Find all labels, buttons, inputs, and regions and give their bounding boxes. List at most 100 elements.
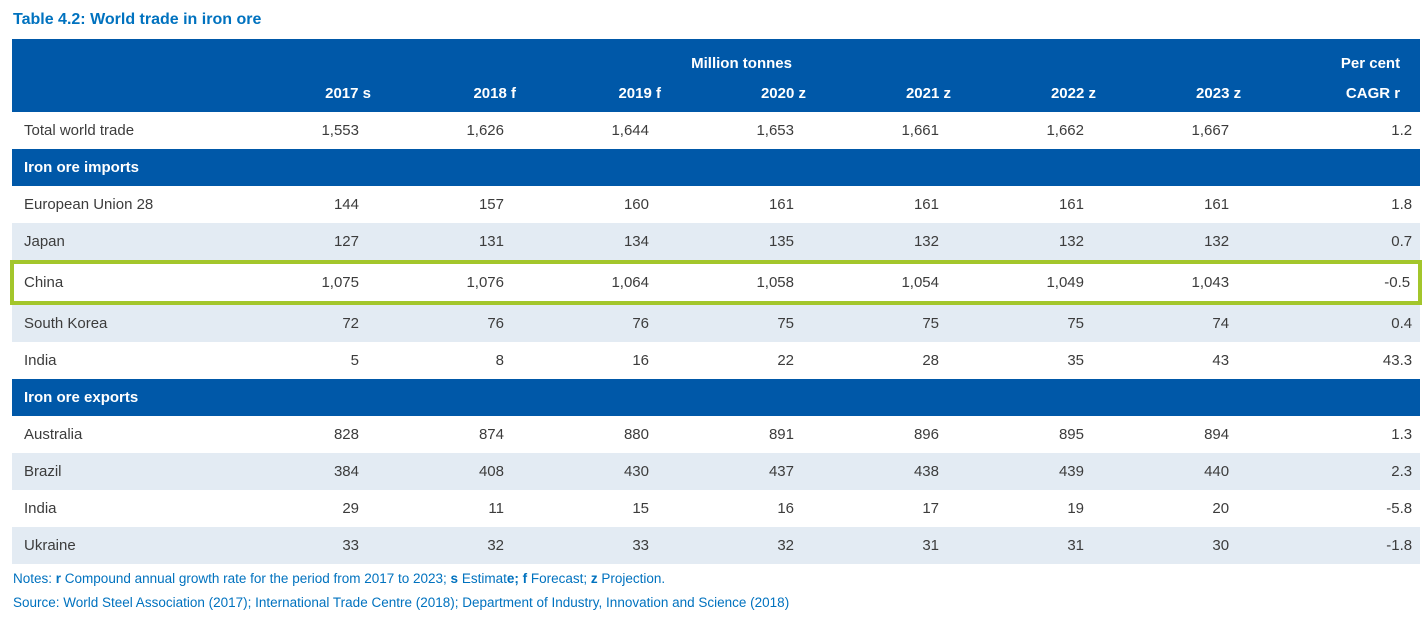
year-value: 430	[524, 453, 669, 490]
year-value: 11	[488, 500, 504, 517]
year-value: 75	[814, 303, 959, 342]
section-header-row: Iron ore exports	[12, 379, 1421, 416]
year-value: 72	[234, 303, 379, 342]
year-value: 29	[342, 500, 359, 517]
table-body: Total world trade 1,553 1,626 1,644 1,653 1,6…	[10, 112, 1423, 564]
row-label: India	[24, 352, 57, 369]
col-header-2022: 2022 z	[959, 74, 1104, 112]
notes-segment: z	[590, 571, 598, 586]
year-value: 1,626	[466, 122, 504, 139]
header-spacer	[12, 74, 234, 112]
cagr-value: -0.5	[1249, 260, 1423, 305]
year-value: 880	[623, 426, 649, 443]
table-row: Japan 127 131 134 135 132 132 132 0.7	[12, 223, 1421, 262]
year-value: 31	[959, 527, 1104, 564]
row-label: India	[24, 500, 57, 517]
year-value: 5	[350, 352, 359, 369]
year-value: 1,064	[524, 260, 669, 305]
year-value: 438	[814, 453, 959, 490]
year-value: 874	[478, 426, 504, 443]
row-label: European Union 28	[24, 196, 154, 213]
table-row: India 5 8 16 22 28 35 43 43.3	[12, 342, 1420, 379]
year-value: 30	[1104, 527, 1250, 564]
iron-ore-trade-table: Million tonnes Per cent 2017 s 2018 f 20…	[10, 39, 1423, 564]
col-header-2017: 2017 s	[234, 74, 379, 112]
year-value: 408	[379, 453, 524, 490]
year-value: 43	[1212, 352, 1230, 369]
year-value: 891	[768, 426, 794, 443]
unit-header: Million tonnes	[234, 39, 1250, 74]
table-row: South Korea 72 76 76 75 75 75 74 0.4	[12, 303, 1421, 342]
year-value: 32	[379, 527, 524, 564]
unit-header-row: Million tonnes Per cent	[12, 39, 1421, 74]
row-label: Ukraine	[12, 527, 234, 564]
notes-segment: r	[55, 571, 62, 586]
col-header-2018: 2018 f	[379, 74, 524, 112]
notes-segment: Compound annual growth rate for the peri…	[61, 571, 451, 586]
cagr-value: 43.3	[1382, 352, 1413, 369]
year-value: 161	[768, 196, 794, 213]
table-row: India 29 11 15 16 17 19 20 -5.8	[12, 490, 1420, 527]
year-value: 76	[524, 303, 669, 342]
col-header-2020: 2020 z	[669, 74, 814, 112]
year-value: 33	[524, 527, 669, 564]
notes-segment: s	[450, 571, 459, 586]
table-row: Brazil 384 408 430 437 438 439 440 2.3	[12, 453, 1421, 490]
cagr-value: 1.3	[1391, 426, 1413, 443]
notes-segment: Forecast;	[527, 571, 591, 586]
year-value: 896	[913, 426, 939, 443]
section-header-label: Iron ore exports	[12, 379, 1421, 416]
year-value: 1,661	[901, 122, 939, 139]
year-value: 895	[1058, 426, 1084, 443]
cagr-value: -1.8	[1249, 527, 1421, 564]
year-value: 1,553	[321, 122, 359, 139]
notes-line: Notes: r Compound annual growth rate for…	[13, 570, 1418, 587]
col-header-cagr: CAGR r	[1249, 74, 1421, 112]
year-value: 1,644	[611, 122, 649, 139]
year-value: 75	[669, 303, 814, 342]
year-value: 75	[959, 303, 1104, 342]
year-value: 134	[524, 223, 669, 262]
year-value: 1,667	[1191, 122, 1230, 139]
notes-segment: Projection.	[597, 571, 666, 586]
row-label: South Korea	[12, 303, 234, 342]
year-value: 1,075	[234, 260, 379, 305]
year-value: 1,653	[756, 122, 794, 139]
cagr-value: 1.8	[1391, 196, 1413, 213]
table-header: Million tonnes Per cent 2017 s 2018 f 20…	[12, 39, 1421, 112]
table-row: Ukraine 33 32 33 32 31 31 30 -1.8	[12, 527, 1421, 564]
cagr-value: -5.8	[1386, 500, 1413, 517]
row-label: Brazil	[12, 453, 234, 490]
cagr-value: 1.2	[1391, 122, 1413, 139]
year-value: 35	[1067, 352, 1084, 369]
year-value: 22	[777, 352, 794, 369]
year-value: 440	[1104, 453, 1250, 490]
year-value: 16	[632, 352, 649, 369]
year-value: 76	[379, 303, 524, 342]
year-value: 161	[1204, 196, 1230, 213]
year-value: 161	[913, 196, 939, 213]
cagr-value: 2.3	[1249, 453, 1421, 490]
year-value: 28	[922, 352, 939, 369]
year-value: 131	[379, 223, 524, 262]
table-title: Table 4.2: World trade in iron ore	[13, 11, 262, 28]
year-value: 74	[1104, 303, 1250, 342]
year-value: 135	[669, 223, 814, 262]
year-value: 894	[1204, 426, 1230, 443]
year-header-row: 2017 s 2018 f 2019 f 2020 z 2021 z 2022 …	[12, 74, 1421, 112]
table-row: Total world trade 1,553 1,626 1,644 1,653 1,6…	[12, 112, 1420, 149]
col-header-2023: 2023 z	[1104, 74, 1250, 112]
year-value: 19	[1067, 500, 1084, 517]
year-value: 20	[1212, 500, 1230, 517]
table-row: European Union 28 144 157 160 161 161 161 161 1.…	[12, 186, 1420, 223]
year-value: 160	[623, 196, 649, 213]
year-value: 1,049	[959, 260, 1104, 305]
year-value: 17	[922, 500, 939, 517]
year-value: 1,054	[814, 260, 959, 305]
row-label: China	[10, 260, 234, 305]
table-row: Australia 828 874 880 891 896 895 894 1.3	[12, 416, 1420, 453]
year-value: 1,076	[379, 260, 524, 305]
col-header-2021: 2021 z	[814, 74, 959, 112]
row-label: Total world trade	[24, 122, 135, 139]
